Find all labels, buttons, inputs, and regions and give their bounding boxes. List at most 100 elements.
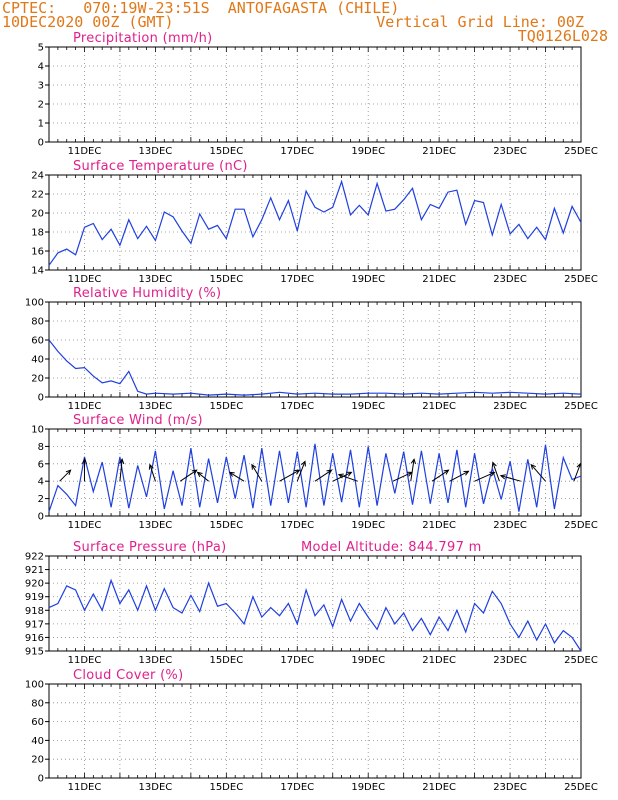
y-tick-label: 14 bbox=[31, 266, 44, 277]
wind-arrow bbox=[279, 469, 300, 482]
wind-arrow-head bbox=[251, 463, 257, 470]
x-tick-label: 13DEC bbox=[139, 401, 173, 412]
plot-frame bbox=[48, 301, 582, 398]
wind-arrow-head bbox=[491, 461, 497, 468]
y-tick-label: 20 bbox=[31, 755, 44, 766]
x-tick-label: 21DEC bbox=[422, 146, 456, 157]
wind-arrow bbox=[431, 469, 449, 482]
x-tick-label: 17DEC bbox=[280, 401, 314, 412]
x-tick-label: 19DEC bbox=[351, 401, 385, 412]
wind-arrow bbox=[500, 475, 521, 482]
x-tick-label: 13DEC bbox=[139, 782, 173, 793]
x-tick-label: 19DEC bbox=[351, 782, 385, 793]
wind-arrow-head bbox=[443, 469, 450, 475]
wind-arrow bbox=[332, 471, 352, 482]
x-tick-label: 11DEC bbox=[68, 401, 102, 412]
panel-title: Precipitation (mm/h) bbox=[73, 31, 212, 46]
panel-4 bbox=[45, 555, 582, 652]
y-tick-label: 20 bbox=[31, 374, 44, 385]
y-tick-label: 80 bbox=[31, 317, 44, 328]
wind-arrow bbox=[149, 464, 156, 482]
wind-arrow bbox=[449, 470, 469, 482]
x-tick-label: 17DEC bbox=[280, 520, 314, 531]
x-tick-label: 17DEC bbox=[280, 655, 314, 666]
x-tick-label: 13DEC bbox=[139, 520, 173, 531]
x-tick-label: 13DEC bbox=[139, 274, 173, 285]
wind-arrow bbox=[410, 459, 415, 482]
wind-arrow bbox=[229, 471, 245, 482]
wind-arrow-head bbox=[489, 471, 496, 477]
panel-annotation: Model Altitude: 844.797 m bbox=[301, 540, 482, 555]
plot-frame bbox=[48, 428, 582, 517]
x-tick-label: 17DEC bbox=[280, 782, 314, 793]
y-tick-label: 0 bbox=[38, 138, 44, 149]
y-tick-label: 915 bbox=[25, 647, 44, 658]
x-tick-label: 23DEC bbox=[493, 782, 527, 793]
x-tick-label: 21DEC bbox=[422, 655, 456, 666]
wind-arrow-head bbox=[119, 458, 125, 465]
x-tick-label: 11DEC bbox=[68, 146, 102, 157]
x-tick-label: 19DEC bbox=[351, 655, 385, 666]
x-tick-label: 11DEC bbox=[68, 782, 102, 793]
x-tick-label: 25DEC bbox=[564, 520, 598, 531]
y-tick-label: 5 bbox=[38, 43, 44, 54]
y-tick-label: 920 bbox=[25, 579, 44, 590]
wind-arrow bbox=[314, 469, 332, 482]
wind-arrow-head bbox=[65, 469, 72, 476]
y-tick-label: 24 bbox=[31, 171, 44, 182]
y-tick-label: 60 bbox=[31, 717, 44, 728]
x-tick-label: 13DEC bbox=[139, 146, 173, 157]
wind-arrow bbox=[492, 462, 500, 482]
wind-arrow-head bbox=[346, 471, 353, 477]
y-tick-label: 922 bbox=[25, 552, 44, 563]
y-tick-label: 1 bbox=[38, 119, 44, 130]
wind-arrow-head bbox=[300, 460, 306, 467]
x-tick-label: 11DEC bbox=[68, 520, 102, 531]
y-tick-label: 6 bbox=[38, 459, 44, 470]
x-tick-label: 19DEC bbox=[351, 274, 385, 285]
y-tick-label: 918 bbox=[25, 606, 44, 617]
y-tick-label: 917 bbox=[25, 619, 44, 630]
panel-title: Surface Temperature (nC) bbox=[73, 159, 248, 174]
x-tick-label: 15DEC bbox=[209, 782, 243, 793]
wind-arrow-head bbox=[294, 469, 301, 475]
x-tick-label: 25DEC bbox=[564, 146, 598, 157]
wind-arrow-head bbox=[196, 471, 203, 478]
panel-2 bbox=[45, 301, 582, 398]
x-tick-label: 15DEC bbox=[209, 520, 243, 531]
x-tick-label: 11DEC bbox=[68, 655, 102, 666]
wind-arrow-head bbox=[410, 458, 416, 465]
x-tick-label: 23DEC bbox=[493, 655, 527, 666]
wind-arrow bbox=[179, 469, 198, 482]
y-tick-label: 22 bbox=[31, 190, 44, 201]
series-line bbox=[48, 179, 582, 266]
plot-frame bbox=[48, 555, 582, 652]
y-tick-label: 2 bbox=[38, 494, 44, 505]
x-tick-label: 25DEC bbox=[564, 274, 598, 285]
header-date: 10DEC2020 00Z (GMT) bbox=[2, 13, 174, 31]
panel-3 bbox=[45, 428, 582, 517]
y-tick-label: 40 bbox=[31, 355, 44, 366]
y-tick-label: 100 bbox=[25, 298, 44, 309]
x-tick-label: 21DEC bbox=[422, 782, 456, 793]
series-line bbox=[48, 443, 582, 512]
x-tick-label: 23DEC bbox=[493, 401, 527, 412]
x-tick-label: 15DEC bbox=[209, 274, 243, 285]
wind-arrow bbox=[197, 472, 209, 482]
y-tick-label: 80 bbox=[31, 698, 44, 709]
panel-title: Relative Humidity (%) bbox=[73, 286, 221, 301]
wind-arrow bbox=[392, 471, 412, 482]
plot-frame bbox=[48, 46, 582, 143]
y-tick-label: 0 bbox=[38, 393, 44, 404]
x-tick-label: 19DEC bbox=[351, 520, 385, 531]
x-tick-label: 11DEC bbox=[68, 274, 102, 285]
x-tick-label: 17DEC bbox=[280, 274, 314, 285]
y-tick-label: 20 bbox=[31, 209, 44, 220]
x-tick-label: 21DEC bbox=[422, 401, 456, 412]
wind-arrow-head bbox=[576, 462, 582, 469]
panel-0 bbox=[45, 46, 582, 143]
y-tick-label: 40 bbox=[31, 736, 44, 747]
x-tick-label: 13DEC bbox=[139, 655, 173, 666]
plot-frame bbox=[48, 683, 582, 779]
